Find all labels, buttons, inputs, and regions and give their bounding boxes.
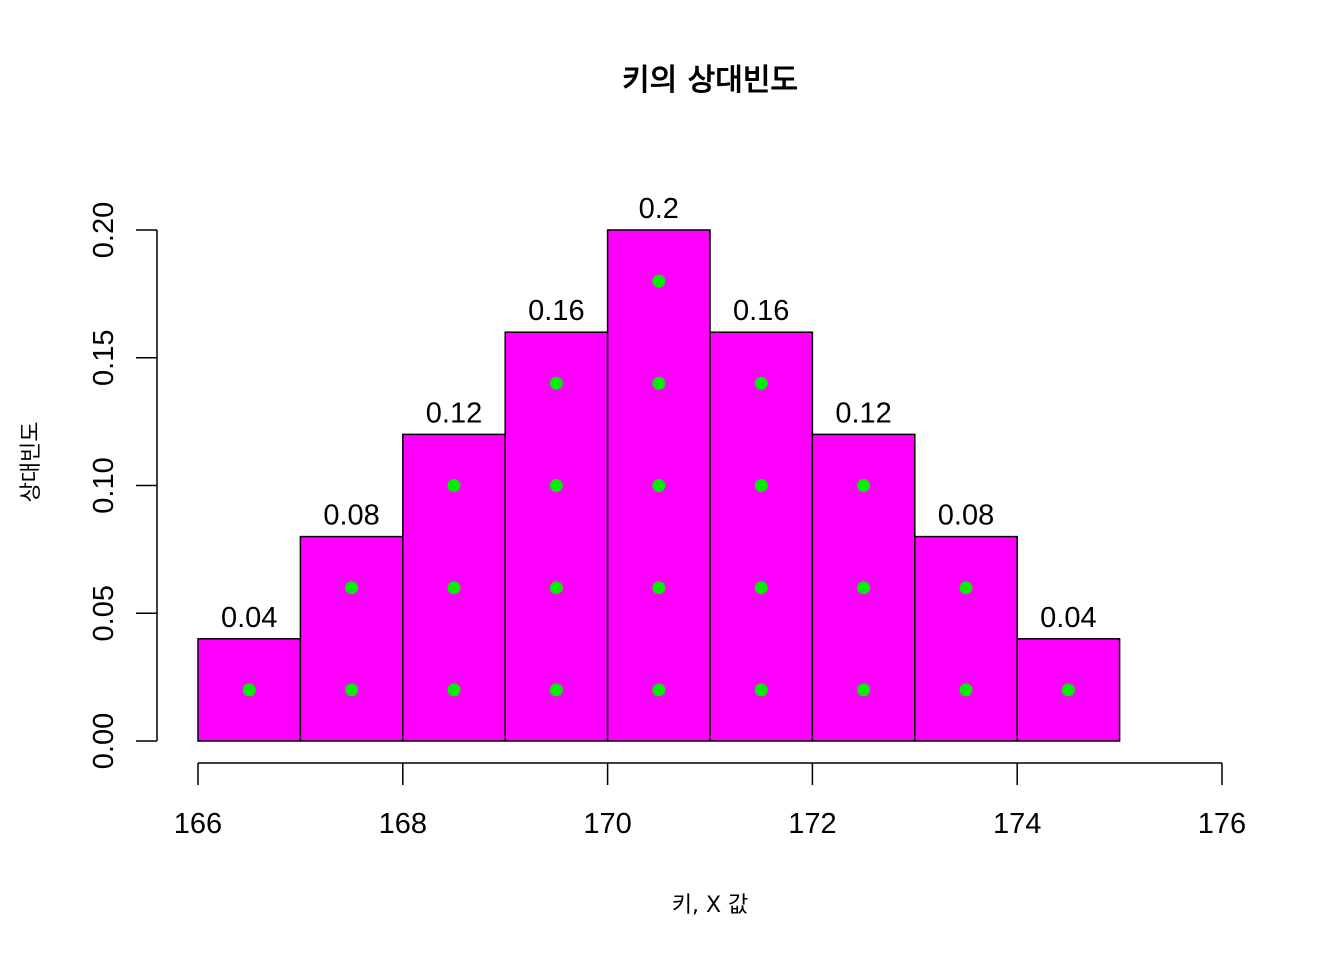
data-point <box>652 683 666 697</box>
bar-value-label: 0.2 <box>639 193 679 225</box>
x-tick-label: 170 <box>583 808 631 840</box>
bar-value-label: 0.16 <box>528 295 584 327</box>
data-point <box>652 479 666 492</box>
data-point <box>754 581 768 595</box>
histogram-bar <box>504 331 609 742</box>
data-labels-group: 0.04 0.08 0.12 0.16 0.2 0.16 0.12 0.08 0.04 <box>221 193 1097 634</box>
y-tick-label: 0.00 <box>88 713 120 769</box>
bar-value-label: 0.08 <box>323 500 379 532</box>
bar-value-label: 0.16 <box>733 295 789 327</box>
bar-value-label: 0.04 <box>1040 602 1096 634</box>
x-tick-label: 172 <box>788 808 836 840</box>
y-tick-label: 0.20 <box>88 202 120 258</box>
data-point <box>652 581 666 595</box>
data-point <box>447 581 461 595</box>
x-tick-label: 176 <box>1198 808 1246 840</box>
x-tick-label: 168 <box>379 808 427 840</box>
bar-value-label: 0.12 <box>426 397 482 429</box>
data-point <box>857 581 871 595</box>
data-point <box>959 581 973 595</box>
x-axis-label: 키, X 값 <box>672 893 749 918</box>
chart-title: 키의 상대빈도 <box>622 63 798 98</box>
data-point <box>549 376 563 390</box>
data-point <box>447 479 461 492</box>
bar-value-label: 0.04 <box>221 602 277 634</box>
y-tick-label: 0.15 <box>88 330 120 386</box>
data-point <box>754 376 768 390</box>
x-tick-label: 174 <box>993 808 1041 840</box>
data-point <box>549 683 563 697</box>
y-axis-label: 상대빈도 <box>19 422 44 503</box>
y-tick-label: 0.05 <box>88 585 120 641</box>
data-point <box>754 683 768 697</box>
data-point <box>1061 683 1075 697</box>
data-point <box>652 274 666 288</box>
dots-group <box>242 274 1075 697</box>
data-point <box>857 479 871 492</box>
data-point <box>549 581 563 595</box>
histogram-bar <box>299 535 404 742</box>
data-point <box>857 683 871 697</box>
bars-group <box>197 229 1121 742</box>
data-point <box>242 683 256 697</box>
x-axis: 166 168 170 172 174 176 <box>174 762 1246 840</box>
data-point <box>652 376 666 390</box>
data-point <box>447 683 461 697</box>
data-point <box>345 683 359 697</box>
y-axis: 0.00 0.05 0.10 0.15 0.20 <box>88 202 158 769</box>
histogram-bar <box>914 535 1018 742</box>
histogram-bar <box>709 331 814 742</box>
x-tick-label: 166 <box>174 808 222 840</box>
data-point <box>549 479 563 492</box>
bar-value-label: 0.12 <box>835 397 891 429</box>
data-point <box>754 479 768 492</box>
data-point <box>959 683 973 697</box>
bar-value-label: 0.08 <box>938 500 994 532</box>
data-point <box>345 581 359 595</box>
y-tick-label: 0.10 <box>88 457 120 513</box>
